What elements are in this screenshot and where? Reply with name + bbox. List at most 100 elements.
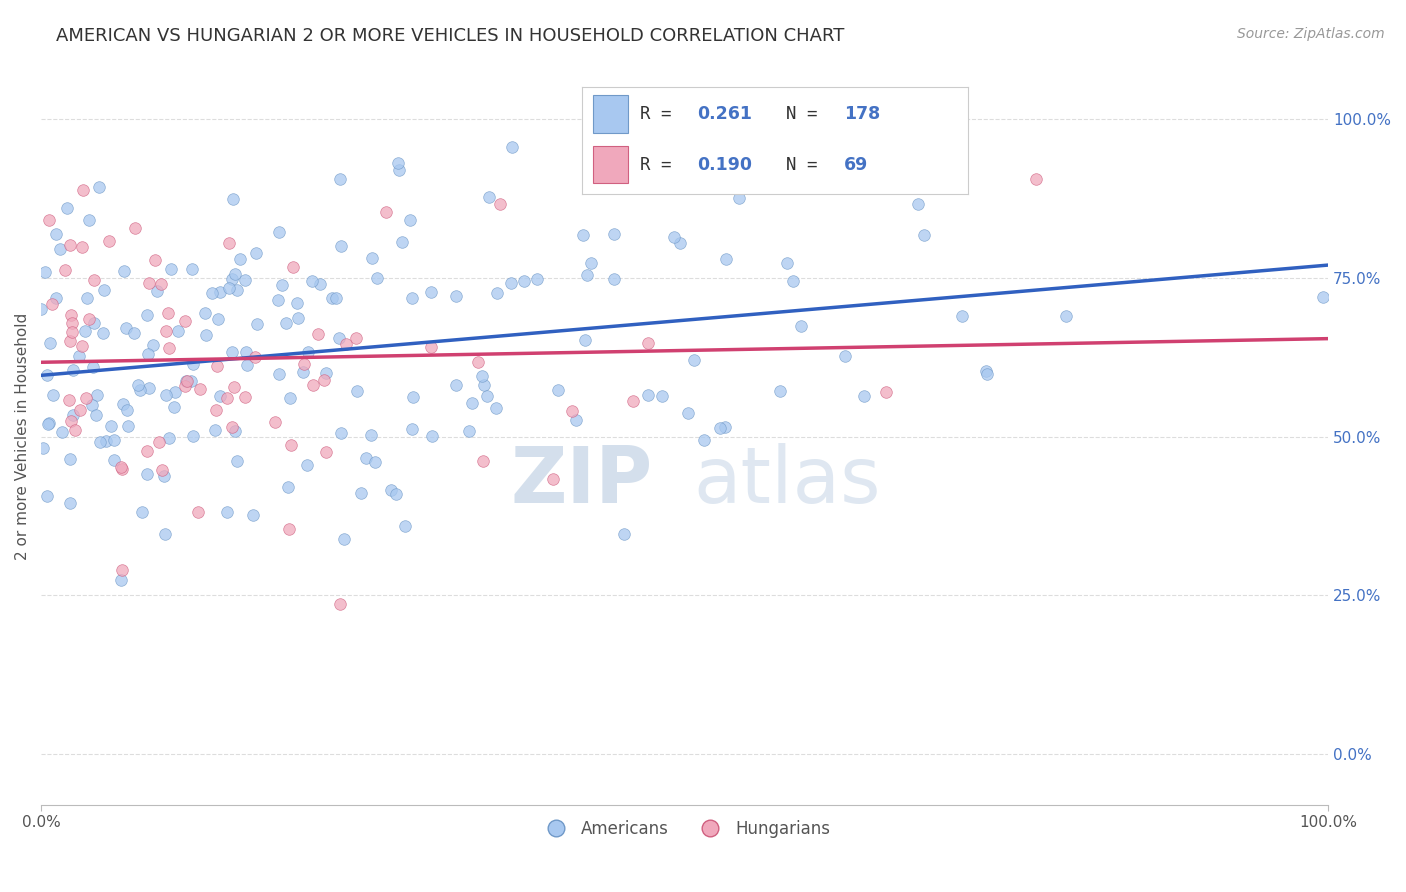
Point (62, 408, 84, 422)
Point (1054, 309, 1077, 323)
Point (579, 255, 602, 269)
Point (153, 527, 176, 541)
Point (53, 263, 76, 277)
Point (222, 192, 245, 206)
Point (73, 324, 96, 338)
Point (264, 415, 287, 429)
Point (138, 347, 160, 361)
Point (94, 434, 117, 449)
Point (693, 433, 716, 447)
Point (69, 402, 91, 417)
Point (242, 508, 264, 522)
Point (561, 404, 583, 418)
Point (399, 212, 422, 227)
Point (93, 283, 115, 297)
Point (60, 414, 83, 428)
Point (157, 341, 180, 355)
Point (110, 460, 132, 475)
Point (335, 336, 357, 351)
Point (280, 438, 302, 452)
Point (218, 235, 240, 250)
Point (267, 225, 290, 239)
Point (637, 388, 659, 402)
Point (472, 454, 495, 468)
Point (63, 423, 86, 437)
Point (271, 277, 294, 292)
Point (187, 505, 209, 519)
Point (38, 336, 60, 351)
Point (159, 431, 181, 445)
Point (77, 312, 100, 326)
Point (76, 291, 98, 305)
Point (664, 230, 686, 244)
Point (51, 425, 73, 439)
Point (72, 339, 94, 353)
Point (420, 285, 443, 299)
Point (475, 389, 498, 403)
Point (364, 455, 387, 469)
Point (976, 364, 998, 378)
Point (976, 367, 998, 381)
Point (148, 434, 170, 449)
Point (58, 392, 80, 407)
Point (278, 522, 301, 536)
Point (30, 301, 52, 316)
Point (668, 235, 690, 250)
Point (181, 262, 204, 277)
Point (62, 363, 84, 377)
Point (117, 419, 139, 434)
Point (401, 422, 423, 436)
Point (307, 326, 329, 341)
Point (315, 445, 337, 459)
Point (458, 424, 481, 438)
Point (35, 490, 58, 504)
Point (499, 276, 522, 290)
Point (235, 358, 257, 372)
Point (297, 458, 319, 472)
Point (790, 318, 813, 333)
Point (1024, 171, 1046, 186)
Point (204, 423, 226, 437)
Point (208, 285, 231, 300)
Point (233, 390, 256, 404)
Point (221, 420, 243, 434)
Text: atlas: atlas (693, 443, 882, 519)
Point (332, 532, 354, 546)
Point (181, 357, 204, 371)
Point (388, 163, 411, 178)
Point (226, 283, 249, 297)
Point (513, 274, 536, 288)
Point (131, 505, 153, 519)
Point (224, 267, 246, 281)
Point (188, 382, 211, 396)
Point (344, 331, 367, 345)
Point (152, 469, 174, 483)
Point (221, 345, 243, 359)
Point (207, 359, 229, 373)
Point (769, 384, 792, 398)
Point (41, 297, 63, 311)
Point (394, 518, 416, 533)
Point (564, 413, 586, 427)
Point (267, 367, 290, 381)
Text: ZIP: ZIP (510, 443, 652, 519)
Text: AMERICAN VS HUNGARIAN 2 OR MORE VEHICLES IN HOUSEHOLD CORRELATION CHART: AMERICAN VS HUNGARIAN 2 OR MORE VEHICLES… (56, 27, 845, 45)
Point (181, 428, 204, 442)
Point (218, 281, 240, 295)
Point (87, 179, 110, 194)
Point (350, 486, 373, 500)
Point (233, 272, 256, 286)
Point (103, 453, 125, 467)
Point (138, 276, 160, 290)
Point (246, 317, 269, 331)
Point (1312, 290, 1334, 304)
Point (315, 366, 337, 380)
Point (60, 325, 83, 339)
Point (49, 242, 72, 256)
Text: Source: ZipAtlas.com: Source: ZipAtlas.com (1237, 27, 1385, 41)
Point (59, 452, 82, 467)
Point (38, 416, 60, 430)
Point (150, 277, 173, 292)
Point (228, 252, 250, 266)
Point (676, 406, 699, 420)
